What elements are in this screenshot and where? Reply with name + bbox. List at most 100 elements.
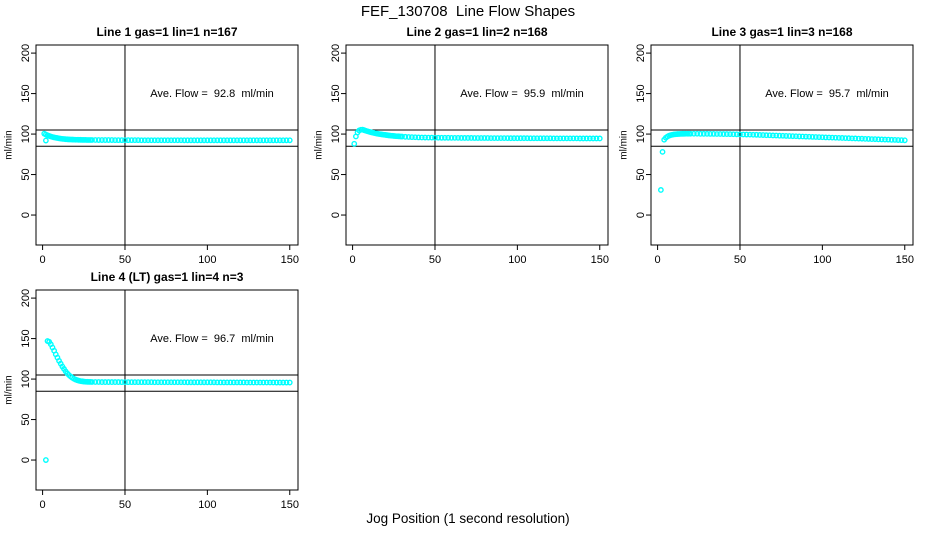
data-point [700,130,707,137]
data-point [122,379,128,386]
data-point [207,137,214,144]
data-point [207,379,214,386]
data-point [432,134,438,141]
data-point [95,379,102,385]
data-point [511,135,517,142]
data-point [448,134,455,141]
data-point [227,137,234,144]
y-tick-label: 0 [635,212,647,218]
x-tick-label: 150 [281,254,299,266]
data-point [445,134,452,141]
data-point [402,133,409,140]
data-point [901,137,908,144]
data-point [530,135,537,142]
subplot-title: Line 2 gas=1 lin=2 n=168 [406,25,547,39]
data-point [694,130,701,137]
data-point [260,379,267,386]
data-point [135,379,142,386]
subplot-title: Line 3 gas=1 lin=3 n=168 [711,25,852,39]
y-tick-label: 150 [635,84,647,102]
data-point [770,132,776,139]
data-point [563,135,570,142]
data-point [270,137,277,144]
data-point [102,379,109,385]
y-tick-label: 50 [20,168,32,180]
y-axis-label: ml/min [4,375,15,404]
data-point [253,137,260,144]
data-point [882,136,888,143]
data-point [138,137,145,144]
data-point [158,137,165,144]
data-point [171,379,178,386]
subplot-4: 0 50 100 150 0 50 100 150 200 ml/min Line 4 (LT) g… [4,270,299,511]
data-point [89,137,95,143]
data-point [158,379,165,386]
data-points [42,338,293,463]
data-point [89,379,95,385]
data-point [567,135,574,142]
data-point [283,137,290,144]
data-point [263,379,270,386]
data-point [573,135,580,142]
data-point [92,379,99,385]
data-point [191,137,198,144]
data-point [112,137,118,144]
data-point [276,379,283,386]
data-point [802,133,809,140]
data-point [273,379,280,386]
data-point [733,131,740,138]
data-point [145,137,151,144]
data-point [237,137,244,144]
data-point [168,137,175,144]
data-point [560,135,567,142]
data-point [596,135,603,142]
data-point [42,457,49,463]
data-point [250,379,257,386]
data-point [155,379,161,386]
data-point [793,133,799,140]
data-point [888,136,895,143]
data-point [197,379,204,386]
x-tick-label: 100 [198,499,216,511]
data-point [796,133,803,140]
subplot-3: 0 50 100 150 0 50 100 150 200 ml/min Line 3 gas=1 … [619,25,914,266]
data-point [580,135,587,142]
x-tick-label: 150 [591,254,609,266]
data-point [504,135,511,142]
data-point [451,134,458,141]
data-point [194,379,201,386]
x-tick-label: 0 [655,254,661,266]
data-point [855,135,862,142]
data-point [224,137,231,144]
x-tick-label: 0 [40,254,46,266]
data-point [547,135,554,142]
data-point [779,132,786,139]
data-point [590,135,597,142]
data-point [125,137,132,144]
data-point [494,135,501,142]
data-point [214,137,221,144]
data-point [204,137,211,144]
data-points [41,130,293,144]
data-point [753,131,760,138]
y-tick-label: 150 [20,84,32,102]
data-point [441,134,448,141]
data-point [835,134,842,141]
data-point [710,131,717,137]
data-point [875,136,882,143]
y-tick-label: 200 [20,289,32,307]
data-point [138,379,145,386]
data-point [842,135,849,142]
data-point [141,379,148,386]
data-point [161,137,168,144]
x-tick-label: 50 [429,254,441,266]
data-point [799,133,806,140]
data-point [204,379,211,386]
data-point [267,137,273,144]
y-tick-label: 100 [330,125,342,143]
data-point [217,137,224,144]
data-point [280,137,287,144]
data-point [108,379,115,385]
data-point [461,135,468,141]
data-point [161,379,168,386]
